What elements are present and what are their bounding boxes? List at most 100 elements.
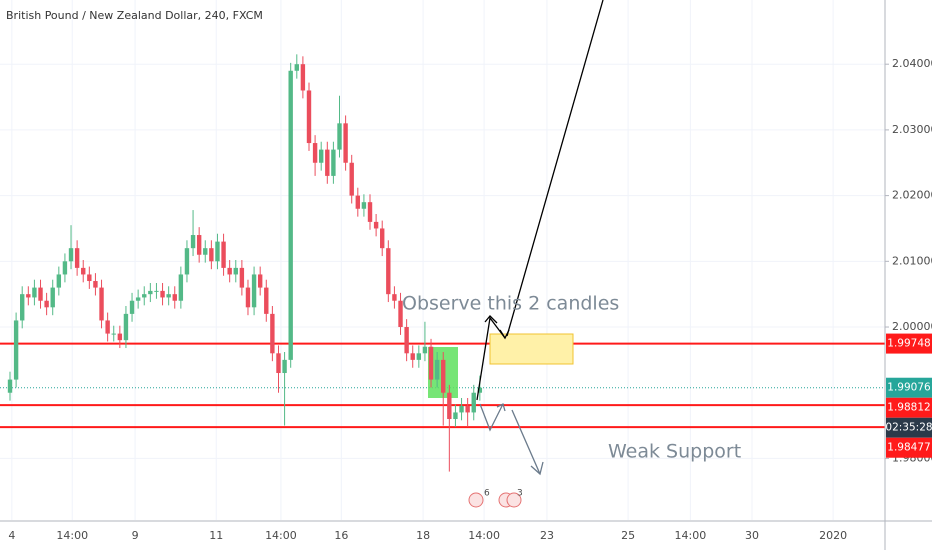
candle-body	[172, 294, 177, 301]
candle-body	[428, 346, 434, 380]
candle-body	[276, 353, 281, 374]
candle-body	[447, 392, 452, 420]
candle-body	[178, 274, 184, 301]
candle-body	[32, 287, 37, 298]
x-tick-label: 4	[8, 529, 15, 542]
candle-body	[111, 333, 116, 335]
candle-body	[257, 274, 263, 288]
grid	[0, 0, 885, 520]
candle-body	[148, 290, 153, 295]
last-price-label: 1.99076	[887, 382, 931, 394]
candle-body	[142, 294, 147, 298]
candle-body	[117, 333, 123, 341]
candle-body	[221, 241, 226, 268]
event-count: 3	[517, 489, 523, 499]
candle-body	[56, 274, 62, 288]
candle-body	[270, 313, 275, 354]
candle-body	[343, 123, 348, 163]
candle-body	[471, 392, 476, 413]
x-tick-label: 16	[334, 529, 348, 542]
axes: 4 14:00 9 11 14:00 16 18 14:00 23 25 14:00 30 2020 1.…	[8, 57, 932, 542]
candle-body	[404, 327, 409, 354]
candle-body	[68, 248, 74, 262]
x-tick-label: 14:00	[675, 529, 707, 542]
countdown-label-box	[886, 417, 932, 438]
candle-body	[38, 287, 43, 301]
arrow-path	[506, 0, 604, 337]
x-tick-label: 18	[416, 529, 430, 542]
candle-body	[105, 320, 110, 334]
candle-body	[190, 235, 196, 249]
candle-body	[288, 70, 293, 360]
candle-body	[373, 221, 379, 229]
event-count: 6	[484, 489, 490, 499]
candle-body	[13, 320, 19, 380]
candle-body	[349, 162, 354, 196]
event-icon	[468, 492, 484, 508]
x-tick-label: 25	[621, 529, 635, 542]
last-price-label-box	[886, 377, 932, 398]
arrow-path	[479, 403, 504, 432]
levels	[0, 342, 885, 429]
candle-body	[465, 405, 470, 413]
candle-body	[294, 64, 299, 71]
candle-body	[398, 300, 403, 328]
candle-body	[81, 267, 86, 275]
level-label: 1.98812	[887, 402, 930, 414]
candle-body	[331, 149, 336, 176]
x-tick-label: 9	[132, 529, 139, 542]
y-tick-label: 2.01000	[892, 254, 932, 267]
level-label-box	[886, 333, 932, 354]
candles	[7, 54, 483, 472]
x-tick-label: 30	[745, 529, 759, 542]
candle-body	[355, 195, 361, 209]
candle-body	[422, 346, 428, 354]
candle-body	[434, 359, 440, 380]
candle-body	[239, 267, 245, 288]
candle-body	[300, 64, 306, 91]
candle-body	[196, 235, 202, 255]
candle-body	[416, 353, 422, 360]
x-tick-label: 2020	[819, 529, 847, 542]
candle-body	[166, 294, 171, 298]
candle-body	[74, 248, 80, 268]
candle-body	[367, 202, 373, 222]
target-box	[489, 333, 574, 365]
x-tick-label: 23	[540, 529, 554, 542]
bull-arrow	[476, 0, 604, 401]
level-label-box	[886, 397, 932, 418]
candle-body	[7, 379, 13, 393]
arrow-path	[476, 316, 506, 401]
candle-body	[459, 405, 464, 413]
y-tick-label: 2.02000	[892, 189, 932, 202]
countdown-label: 02:35:28	[885, 422, 932, 434]
annotation: Observe this 2 candles	[402, 293, 619, 315]
candle-body	[453, 412, 458, 420]
candle-body	[87, 274, 92, 282]
candle-body	[20, 294, 25, 321]
candle-body	[44, 300, 49, 308]
x-tick-label: 11	[209, 529, 223, 542]
candle-body	[209, 248, 214, 262]
candle-body	[215, 241, 220, 262]
x-tick-label: 14:00	[265, 529, 297, 542]
candle-body	[264, 287, 269, 314]
candle-body	[386, 248, 391, 295]
candle-body	[318, 149, 324, 163]
arrow-head	[530, 461, 544, 476]
arrow-head	[496, 403, 506, 412]
bear-arrow	[479, 403, 544, 476]
candle-body	[203, 248, 208, 255]
candle-body	[129, 300, 135, 314]
candle-body	[62, 261, 68, 275]
x-tick-label: 14:00	[468, 529, 500, 542]
candle-body	[410, 353, 415, 360]
candle-body	[361, 202, 367, 209]
candle-body	[312, 143, 318, 163]
candle-body	[135, 297, 141, 301]
y-tick-label: 2.00000	[892, 320, 932, 333]
level-label-box	[886, 437, 932, 458]
